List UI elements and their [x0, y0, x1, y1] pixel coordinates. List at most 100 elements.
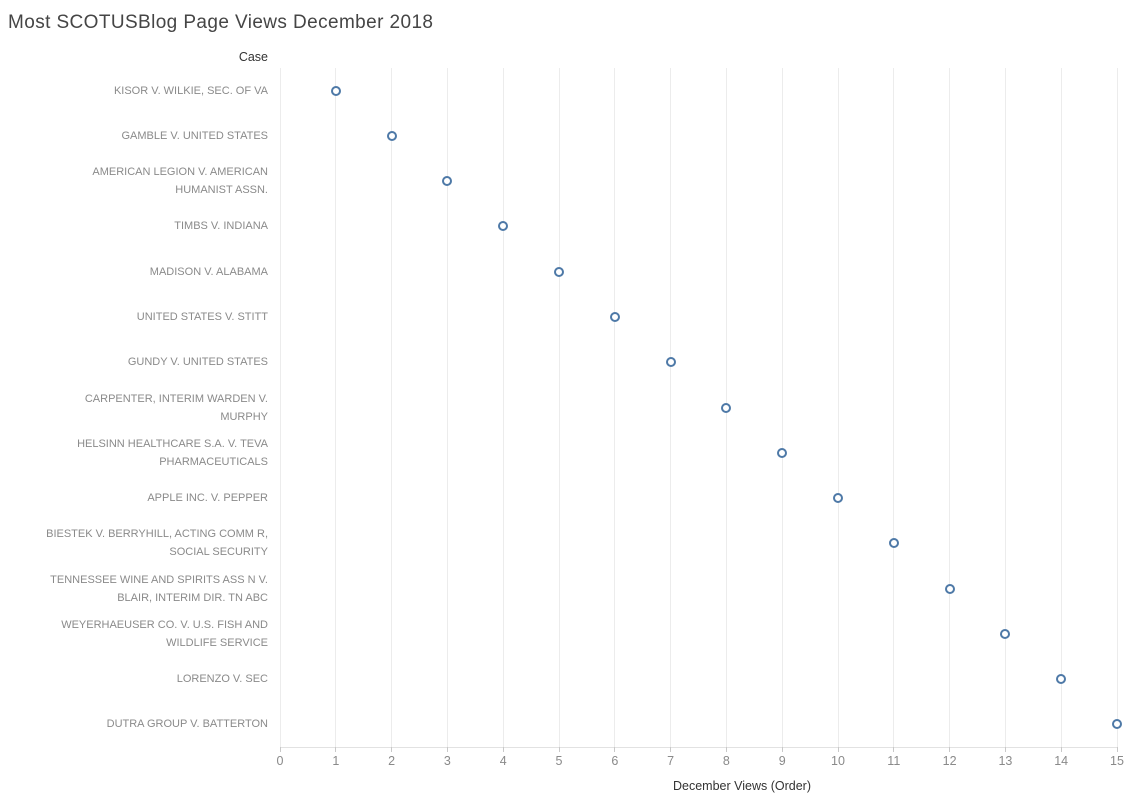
case-label-line: DUTRA GROUP V. BATTERTON	[106, 718, 268, 731]
data-point[interactable]	[944, 583, 955, 594]
case-label-line: SOCIAL SECURITY	[169, 546, 268, 559]
x-tick-label-15: 15	[1110, 754, 1124, 768]
x-tick-mark-1	[335, 747, 337, 752]
x-tick-label-1: 1	[332, 754, 340, 768]
data-point[interactable]	[442, 176, 453, 187]
case-label: UNITED STATES V. STITT	[137, 308, 268, 326]
case-label-line: MADISON V. ALABAMA	[149, 265, 268, 278]
x-tick-mark-4	[502, 747, 504, 752]
data-point[interactable]	[330, 85, 341, 96]
case-label-line: HELSINN HEALTHCARE S.A. V. TEVA	[77, 437, 268, 450]
x-tick-mark-13	[1004, 747, 1006, 752]
x-tick-mark-3	[446, 747, 448, 752]
gridline-x-6	[614, 68, 616, 747]
case-label-line: MURPHY	[220, 410, 268, 423]
data-point[interactable]	[777, 447, 788, 458]
case-label-line: KISOR V. WILKIE, SEC. OF VA	[113, 84, 268, 97]
x-tick-mark-2	[391, 747, 393, 752]
data-point[interactable]	[721, 402, 732, 413]
gridline-x-15	[1116, 68, 1118, 747]
x-axis-title: December Views (Order)	[672, 779, 812, 793]
case-label-line: CARPENTER, INTERIM WARDEN V.	[84, 392, 268, 405]
x-tick-mark-7	[670, 747, 672, 752]
gridline-x-7	[670, 68, 672, 747]
case-label: AMERICAN LEGION V. AMERICAN HUMANIST ASSN…	[92, 163, 268, 199]
x-tick-label-9: 9	[778, 754, 786, 768]
x-tick-label-12: 12	[942, 754, 957, 768]
x-tick-mark-14	[1060, 747, 1062, 752]
case-label: TIMBS V. INDIANA	[174, 217, 268, 235]
gridline-x-2	[391, 68, 393, 747]
data-point[interactable]	[888, 538, 899, 549]
case-label-line: WEYERHAEUSER CO. V. U.S. FISH AND	[61, 618, 268, 631]
x-tick-mark-6	[614, 747, 616, 752]
x-tick-mark-8	[725, 747, 727, 752]
case-label-line: WILDLIFE SERVICE	[166, 636, 268, 649]
case-label: CARPENTER, INTERIM WARDEN V. MURPHY	[85, 390, 268, 426]
x-tick-label-2: 2	[388, 754, 396, 768]
x-tick-mark-0	[279, 747, 281, 752]
x-tick-label-4: 4	[499, 754, 507, 768]
x-axis-line	[280, 747, 1118, 748]
x-tick-label-7: 7	[667, 754, 675, 768]
data-point[interactable]	[1056, 674, 1067, 685]
x-tick-label-10: 10	[831, 754, 845, 768]
gridline-x-5	[558, 68, 560, 747]
gridline-x-9	[781, 68, 783, 747]
row-header-case: Case	[238, 50, 268, 64]
data-point[interactable]	[386, 130, 397, 141]
case-label: TENNESSEE WINE AND SPIRITS ASS N V. BLAIR…	[50, 571, 268, 607]
gridline-x-11	[893, 68, 895, 747]
case-label: WEYERHAEUSER CO. V. U.S. FISH AND WILDLIF…	[61, 616, 268, 652]
case-label-line: BIESTEK V. BERRYHILL, ACTING COMM R,	[46, 528, 268, 541]
x-tick-label-3: 3	[443, 754, 451, 768]
x-tick-mark-15	[1116, 747, 1118, 752]
case-label-line: TENNESSEE WINE AND SPIRITS ASS N V.	[50, 573, 268, 586]
data-point[interactable]	[1112, 719, 1122, 730]
case-label: BIESTEK V. BERRYHILL, ACTING COMM R, SOCI…	[46, 525, 268, 561]
gridline-x-3	[446, 68, 448, 747]
case-label: DUTRA GROUP V. BATTERTON	[107, 715, 268, 733]
x-tick-mark-5	[558, 747, 560, 752]
x-tick-label-14: 14	[1054, 754, 1069, 768]
case-label: HELSINN HEALTHCARE S.A. V. TEVA PHARMACEU…	[77, 435, 268, 471]
gridline-x-10	[837, 68, 839, 747]
case-label-line: LORENZO V. SEC	[176, 673, 268, 686]
data-point[interactable]	[554, 266, 564, 277]
x-tick-mark-11	[893, 747, 895, 752]
case-label-line: AMERICAN LEGION V. AMERICAN	[92, 166, 268, 179]
case-label-line: TIMBS V. INDIANA	[174, 220, 268, 233]
data-point[interactable]	[1000, 628, 1011, 639]
case-label-line: UNITED STATES V. STITT	[136, 310, 268, 323]
chart-title: Most SCOTUSBlog Page Views December 2018	[8, 12, 434, 33]
case-label: APPLE INC. V. PEPPER	[147, 489, 268, 507]
data-point[interactable]	[498, 221, 509, 232]
gridline-x-12	[949, 68, 951, 747]
x-tick-label-0: 0	[276, 754, 284, 768]
case-label-line: APPLE INC. V. PEPPER	[147, 492, 268, 505]
gridline-x-0	[279, 68, 281, 747]
gridline-x-14	[1060, 68, 1062, 747]
case-label-line: GAMBLE V. UNITED STATES	[121, 129, 269, 142]
x-tick-label-6: 6	[611, 754, 619, 768]
case-label: MADISON V. ALABAMA	[150, 263, 268, 281]
x-tick-label-13: 13	[998, 754, 1013, 768]
case-label-line: HUMANIST ASSN.	[175, 184, 268, 197]
case-label-line: GUNDY V. UNITED STATES	[127, 356, 268, 369]
data-point[interactable]	[833, 493, 843, 504]
case-label: LORENZO V. SEC	[177, 670, 268, 688]
x-tick-mark-9	[781, 747, 783, 752]
data-point[interactable]	[665, 357, 676, 368]
x-tick-label-5: 5	[555, 754, 563, 768]
x-tick-mark-12	[949, 747, 951, 752]
case-label: KISOR V. WILKIE, SEC. OF VA	[114, 82, 268, 100]
gridline-x-4	[502, 68, 504, 747]
data-point[interactable]	[609, 311, 620, 322]
x-tick-label-8: 8	[722, 754, 730, 768]
gridline-x-13	[1004, 68, 1006, 747]
case-label-line: PHARMACEUTICALS	[159, 455, 268, 468]
x-tick-mark-10	[837, 747, 839, 752]
case-label-line: BLAIR, INTERIM DIR. TN ABC	[117, 591, 268, 604]
case-label: GAMBLE V. UNITED STATES	[122, 127, 269, 145]
